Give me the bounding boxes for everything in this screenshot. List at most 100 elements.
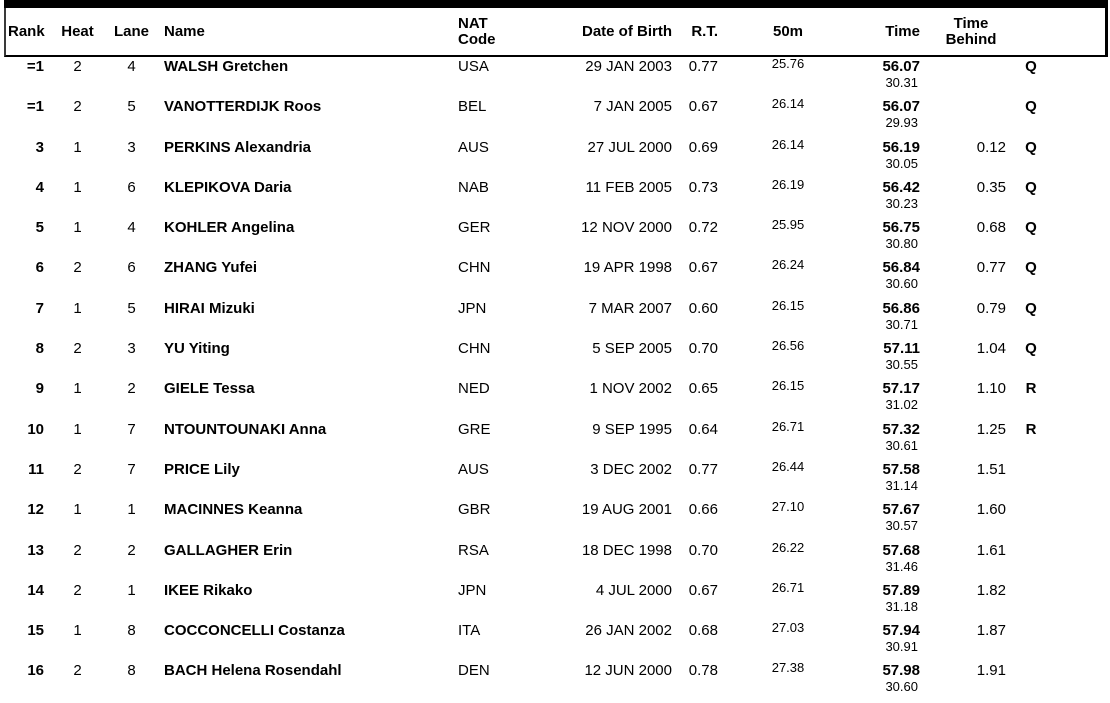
heat-cell: 2 xyxy=(73,541,82,559)
swimmer-name-cell: GIELE Tessa xyxy=(164,380,255,398)
50m-split-cell: 26.15 xyxy=(718,378,858,397)
lane-cell: 4 xyxy=(127,219,136,237)
50m-split-value: 27.38 xyxy=(771,660,805,676)
qualification-cell: R xyxy=(1025,380,1037,398)
nat-code-cell: AUS xyxy=(458,138,489,156)
time-cell: 57.98 30.60 xyxy=(858,663,920,694)
reaction-time-cell: 0.68 xyxy=(688,622,718,640)
heat-cell: 2 xyxy=(73,259,82,277)
date-of-birth-cell: 9 SEP 1995 xyxy=(592,420,672,438)
final-time-value: 56.07 xyxy=(882,98,920,116)
table-row: 12 1 1 MACINNES Keanna GBR 19 AUG 2001 0… xyxy=(6,499,1105,540)
date-of-birth-cell: 26 JAN 2002 xyxy=(585,622,672,640)
second-50m-split-value: 31.02 xyxy=(885,397,918,413)
rank-cell: 11 xyxy=(28,460,44,478)
time-cell: 57.68 31.46 xyxy=(858,542,920,574)
50m-split-cell: 25.95 xyxy=(718,217,858,236)
heat-cell: 2 xyxy=(73,581,82,599)
header-time-behind-line1: Time xyxy=(953,14,989,32)
nat-code-cell: JPN xyxy=(458,581,487,599)
rank-cell: 16 xyxy=(27,662,44,680)
50m-split-value: 26.14 xyxy=(771,136,805,152)
heat-cell: 2 xyxy=(73,98,82,116)
rank-cell: 8 xyxy=(35,340,44,358)
second-50m-split-value: 31.14 xyxy=(885,477,918,493)
table-row: 9 1 2 GIELE Tessa NED 1 NOV 2002 0.65 26… xyxy=(6,378,1105,419)
nat-code-cell: CHN xyxy=(458,340,491,358)
lane-cell: 1 xyxy=(127,581,136,599)
heat-cell: 1 xyxy=(73,622,82,640)
final-time-value: 57.58 xyxy=(882,460,920,478)
reaction-time-cell: 0.67 xyxy=(688,98,718,116)
nat-code-cell: NAB xyxy=(458,178,489,196)
heat-cell: 1 xyxy=(73,501,82,519)
50m-split-cell: 26.14 xyxy=(718,96,858,115)
50m-split-cell: 27.38 xyxy=(718,660,858,679)
date-of-birth-cell: 27 JUL 2000 xyxy=(587,138,672,156)
swimmer-name-cell: PERKINS Alexandria xyxy=(164,138,311,156)
time-behind-cell: 1.60 xyxy=(976,501,1006,519)
header-date-of-birth: Date of Birth xyxy=(582,22,672,40)
time-behind-cell: 1.91 xyxy=(976,662,1006,680)
time-cell: 56.75 30.80 xyxy=(858,220,920,251)
date-of-birth-cell: 4 JUL 2000 xyxy=(595,581,672,599)
rank-cell: =1 xyxy=(26,98,44,116)
lane-cell: 6 xyxy=(127,178,136,196)
50m-split-value: 26.19 xyxy=(771,176,805,192)
table-row: 11 2 7 PRICE Lily AUS 3 DEC 2002 0.77 26… xyxy=(6,459,1105,500)
50m-split-cell: 25.76 xyxy=(718,56,858,75)
time-behind-cell: 1.51 xyxy=(976,460,1006,478)
table-row: 3 1 3 PERKINS Alexandria AUS 27 JUL 2000… xyxy=(6,136,1105,178)
second-50m-split-value: 29.93 xyxy=(885,115,918,131)
swimmer-name-cell: BACH Helena Rosendahl xyxy=(164,662,342,680)
time-cell: 56.42 30.23 xyxy=(858,179,920,211)
rank-cell: 12 xyxy=(27,501,44,519)
qualification-cell: Q xyxy=(1025,58,1037,75)
qualification-cell: Q xyxy=(1025,259,1037,277)
heat-cell: 2 xyxy=(73,460,82,478)
nat-code-cell: CHN xyxy=(458,259,491,277)
final-time-value: 56.86 xyxy=(882,299,920,317)
second-50m-split-value: 31.18 xyxy=(885,598,918,614)
heat-cell: 1 xyxy=(73,420,82,438)
second-50m-split-value: 31.46 xyxy=(885,558,918,574)
nat-code-cell: USA xyxy=(458,58,489,75)
qualification-cell: Q xyxy=(1025,219,1037,237)
reaction-time-cell: 0.60 xyxy=(688,299,718,317)
lane-cell: 7 xyxy=(127,420,136,438)
reaction-time-cell: 0.73 xyxy=(688,178,718,196)
nat-code-cell: GER xyxy=(458,219,491,237)
swimmer-name-cell: WALSH Gretchen xyxy=(164,58,289,75)
header-nat-line1: NAT xyxy=(458,14,488,32)
reaction-time-cell: 0.70 xyxy=(688,340,718,358)
heat-cell: 2 xyxy=(73,58,82,75)
qualification-cell: Q xyxy=(1025,178,1037,196)
second-50m-split-value: 30.05 xyxy=(885,155,918,171)
second-50m-split-value: 30.91 xyxy=(885,639,918,655)
reaction-time-cell: 0.67 xyxy=(688,259,718,277)
time-cell: 57.89 31.18 xyxy=(858,581,920,614)
heat-cell: 1 xyxy=(73,178,82,196)
table-header-row: Rank Heat Lane Name NAT Code Date of Bir… xyxy=(4,8,1108,57)
swimmer-name-cell: ZHANG Yufei xyxy=(164,259,258,277)
50m-split-cell: 26.44 xyxy=(718,459,858,478)
lane-cell: 2 xyxy=(127,541,136,559)
final-time-value: 56.19 xyxy=(882,138,920,156)
reaction-time-cell: 0.77 xyxy=(688,58,718,75)
date-of-birth-cell: 12 NOV 2000 xyxy=(581,219,672,237)
second-50m-split-value: 30.23 xyxy=(885,195,918,211)
second-50m-split-value: 30.57 xyxy=(885,518,918,534)
date-of-birth-cell: 3 DEC 2002 xyxy=(590,460,672,478)
time-cell: 57.17 31.02 xyxy=(858,381,920,412)
lane-cell: 2 xyxy=(127,380,136,398)
lane-cell: 6 xyxy=(127,259,136,277)
table-row: 10 1 7 NTOUNTOUNAKI Anna GRE 9 SEP 1995 … xyxy=(6,419,1105,460)
rank-cell: 5 xyxy=(35,219,44,237)
table-row: 14 2 1 IKEE Rikako JPN 4 JUL 2000 0.67 2… xyxy=(6,580,1105,621)
50m-split-cell: 27.10 xyxy=(718,499,858,518)
50m-split-value: 26.24 xyxy=(771,257,805,273)
second-50m-split-value: 30.80 xyxy=(885,236,918,252)
final-time-value: 57.89 xyxy=(882,581,920,599)
reaction-time-cell: 0.77 xyxy=(688,460,718,478)
